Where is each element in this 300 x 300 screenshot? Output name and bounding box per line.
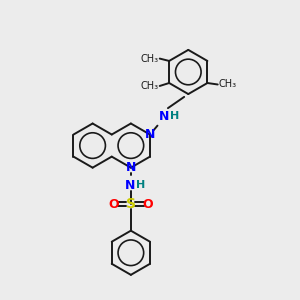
Text: N: N — [159, 110, 169, 123]
Text: N: N — [124, 179, 135, 192]
Text: O: O — [109, 198, 119, 211]
Text: CH₃: CH₃ — [140, 54, 158, 64]
Text: CH₃: CH₃ — [140, 81, 158, 91]
Text: H: H — [170, 111, 179, 121]
Text: S: S — [126, 197, 136, 211]
Text: H: H — [136, 180, 145, 190]
Text: N: N — [126, 161, 136, 174]
Text: O: O — [142, 198, 153, 211]
Text: CH₃: CH₃ — [219, 80, 237, 89]
Text: N: N — [145, 128, 155, 141]
